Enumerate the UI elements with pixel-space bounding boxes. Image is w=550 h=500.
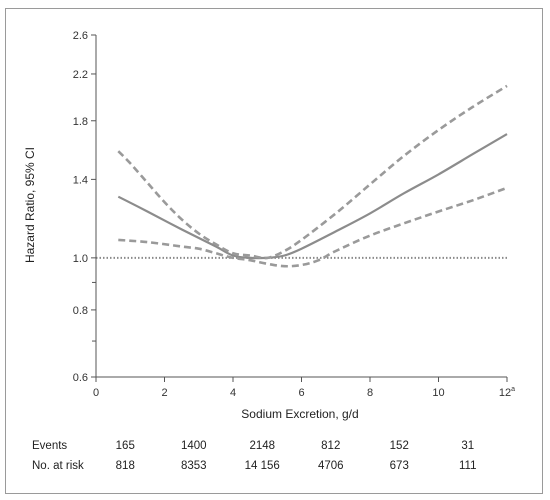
- figure-frame: [5, 8, 543, 494]
- events-value: 165: [116, 440, 135, 452]
- x-tick-label: 0: [93, 387, 99, 399]
- events-value: 2148: [249, 440, 275, 452]
- y-axis-title: Hazard Ratio, 95% CI: [23, 147, 37, 263]
- at-risk-row-label: No. at risk: [32, 460, 84, 472]
- y-tick-label: 1.4: [73, 174, 88, 186]
- y-tick-label: 2.2: [73, 69, 88, 81]
- x-tick-superscript: a: [511, 386, 515, 393]
- y-tick-label: 1.0: [73, 253, 88, 265]
- risk-table: Events No. at risk 165 818 1400 8353 2148 14 …: [32, 440, 476, 472]
- events-value: 152: [390, 440, 409, 452]
- x-tick-label: 8: [367, 387, 373, 399]
- axes-layer: 0.6 0.8 1.0 1.4 1.8 2.2 2.6 0 2 4 6 8 10 12a: [73, 30, 515, 399]
- events-value: 812: [321, 440, 340, 452]
- x-tick-label: 2: [161, 387, 167, 399]
- at-risk-value: 14 156: [245, 460, 280, 472]
- y-tick-label: 0.6: [73, 372, 88, 384]
- x-tick-label: 10: [432, 387, 444, 399]
- y-tick-label: 2.6: [73, 30, 88, 42]
- at-risk-value: 673: [390, 460, 409, 472]
- y-tick-label: 1.8: [73, 116, 88, 128]
- at-risk-value: 111: [459, 460, 476, 472]
- x-axis-title: Sodium Excretion, g/d: [241, 407, 358, 421]
- at-risk-value: 4706: [318, 460, 344, 472]
- events-row-label: Events: [32, 440, 67, 452]
- series-estimate-line: [117, 133, 508, 260]
- x-tick-label: 4: [230, 387, 236, 399]
- series-lower-ci-line: [118, 186, 508, 268]
- series-layer: [117, 84, 508, 268]
- series-upper-ci-line: [117, 84, 508, 260]
- events-value: 1400: [181, 440, 207, 452]
- x-tick-label: 6: [298, 387, 304, 399]
- events-value: 31: [461, 440, 474, 452]
- at-risk-value: 8353: [181, 460, 207, 472]
- x-tick-label: 12a: [499, 386, 515, 399]
- y-tick-label: 0.8: [73, 305, 88, 317]
- at-risk-value: 818: [116, 460, 135, 472]
